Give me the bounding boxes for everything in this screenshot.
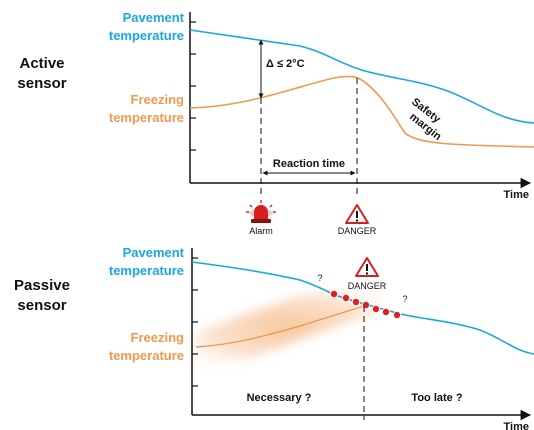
passive-pavement-label-line1: Pavement (123, 245, 185, 260)
siren-icon (246, 200, 276, 223)
danger-dot (361, 300, 370, 309)
active-panel: Active sensor Pavement temperature Freez… (17, 10, 534, 236)
warning-triangle-icon (355, 257, 379, 277)
passive-danger-label: DANGER (348, 281, 387, 291)
freezing-uncertainty-band (190, 288, 385, 366)
danger-dot (351, 297, 360, 306)
active-pavement-curve (189, 29, 534, 124)
passive-pavement-label-line2: temperature (109, 263, 184, 278)
danger-dots (329, 289, 401, 319)
active-pavement-label-line1: Pavement (123, 10, 185, 25)
danger-dot (341, 293, 350, 302)
passive-freezing-label-line1: Freezing (131, 330, 185, 345)
question-mark-right: ? (402, 294, 407, 304)
active-freezing-label-line2: temperature (109, 110, 184, 125)
active-pavement-label-line2: temperature (109, 28, 184, 43)
passive-freezing-label-line2: temperature (109, 348, 184, 363)
passive-time-label: Time (504, 421, 529, 430)
danger-dot (371, 304, 380, 313)
warning-triangle-icon (345, 204, 369, 224)
necessary-label: Necessary ? (247, 392, 312, 404)
active-freezing-label-line1: Freezing (131, 92, 185, 107)
danger-dot (381, 307, 390, 316)
active-time-label: Time (504, 189, 529, 201)
danger-dot (329, 289, 338, 298)
too-late-label: Too late ? (411, 392, 462, 404)
passive-freezing-curve (195, 305, 365, 348)
question-mark-left: ? (317, 273, 322, 283)
danger-dot (392, 310, 401, 319)
delta-label: Δ ≤ 2°C (266, 58, 305, 70)
reaction-time-label: Reaction time (273, 158, 345, 170)
alarm-label: Alarm (249, 226, 273, 236)
passive-y-ticks (192, 257, 198, 387)
passive-panel: Passive sensor Pavement temperature Free… (14, 245, 534, 430)
active-title-line1: Active (19, 55, 64, 72)
passive-title-line1: Passive (14, 277, 70, 294)
active-y-ticks (190, 21, 196, 151)
active-danger-label: DANGER (338, 226, 377, 236)
active-freezing-curve (189, 75, 534, 148)
passive-title-line2: sensor (17, 297, 66, 314)
active-title-line2: sensor (17, 75, 66, 92)
